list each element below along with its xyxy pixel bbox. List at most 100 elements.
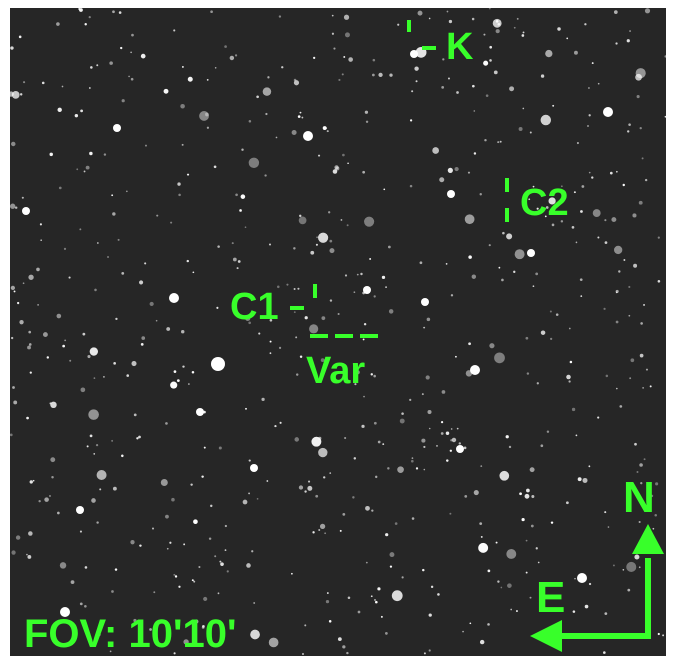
star bbox=[426, 317, 431, 322]
star bbox=[499, 470, 510, 481]
star bbox=[302, 653, 304, 655]
star bbox=[49, 152, 53, 157]
star bbox=[318, 447, 328, 458]
star bbox=[375, 600, 378, 604]
star bbox=[26, 416, 29, 420]
star bbox=[82, 332, 86, 336]
star bbox=[312, 531, 315, 534]
star bbox=[473, 110, 476, 112]
star bbox=[29, 628, 32, 631]
star bbox=[169, 293, 179, 303]
star bbox=[548, 197, 556, 205]
star bbox=[497, 141, 500, 144]
star bbox=[36, 267, 40, 272]
star bbox=[133, 413, 137, 417]
star bbox=[39, 223, 42, 226]
star bbox=[325, 600, 330, 604]
star bbox=[87, 354, 91, 359]
star bbox=[388, 309, 394, 314]
star bbox=[415, 80, 418, 83]
star bbox=[521, 518, 525, 522]
star bbox=[439, 177, 445, 183]
star bbox=[389, 565, 393, 568]
star bbox=[50, 401, 57, 409]
star bbox=[103, 153, 107, 156]
star bbox=[182, 365, 185, 368]
star bbox=[497, 580, 500, 583]
star bbox=[115, 317, 118, 321]
star bbox=[181, 65, 184, 68]
star bbox=[480, 465, 483, 467]
star bbox=[318, 529, 321, 532]
star bbox=[281, 66, 284, 69]
star bbox=[373, 295, 376, 298]
star bbox=[411, 90, 414, 93]
star bbox=[447, 190, 455, 198]
star bbox=[329, 248, 335, 254]
star bbox=[456, 91, 459, 94]
star bbox=[174, 575, 178, 578]
star bbox=[568, 327, 571, 330]
star bbox=[63, 247, 67, 251]
star bbox=[13, 290, 16, 293]
star bbox=[303, 131, 313, 141]
star bbox=[409, 398, 412, 402]
var-marker-right bbox=[360, 334, 378, 338]
star bbox=[149, 628, 152, 631]
star bbox=[96, 521, 99, 524]
star bbox=[121, 454, 124, 458]
star bbox=[580, 210, 583, 213]
star bbox=[638, 566, 641, 569]
star bbox=[38, 499, 41, 503]
star bbox=[342, 153, 345, 157]
star bbox=[97, 632, 101, 636]
star bbox=[224, 524, 227, 528]
star bbox=[522, 31, 525, 34]
star bbox=[535, 547, 538, 550]
star bbox=[244, 226, 247, 229]
star bbox=[155, 319, 158, 322]
star bbox=[28, 343, 32, 346]
star bbox=[526, 488, 530, 493]
star bbox=[126, 190, 128, 193]
star bbox=[627, 588, 631, 592]
star bbox=[139, 544, 142, 547]
star bbox=[576, 142, 579, 145]
star bbox=[572, 610, 576, 613]
star bbox=[468, 255, 472, 259]
star bbox=[133, 618, 137, 623]
variable-label: Var bbox=[306, 350, 366, 392]
star bbox=[165, 422, 168, 425]
star bbox=[450, 294, 454, 297]
star bbox=[293, 80, 300, 86]
star bbox=[357, 610, 361, 614]
star bbox=[245, 407, 247, 410]
star bbox=[506, 548, 517, 559]
star bbox=[211, 357, 225, 371]
star bbox=[294, 437, 299, 442]
star bbox=[51, 476, 54, 479]
star bbox=[361, 424, 365, 428]
star bbox=[70, 580, 75, 585]
star bbox=[22, 207, 30, 215]
star bbox=[278, 15, 282, 18]
star bbox=[471, 17, 475, 21]
star bbox=[569, 360, 573, 364]
star bbox=[518, 127, 523, 131]
star bbox=[160, 479, 168, 487]
star bbox=[192, 271, 195, 274]
star bbox=[430, 585, 434, 589]
star bbox=[454, 166, 459, 172]
star bbox=[584, 604, 589, 609]
star bbox=[163, 88, 169, 94]
star bbox=[79, 530, 82, 533]
star bbox=[605, 374, 609, 378]
star bbox=[322, 126, 327, 131]
star bbox=[449, 449, 453, 452]
star bbox=[329, 239, 333, 243]
star bbox=[588, 582, 592, 586]
star bbox=[566, 374, 571, 380]
star bbox=[622, 568, 625, 571]
star bbox=[298, 485, 304, 490]
star bbox=[78, 8, 81, 11]
